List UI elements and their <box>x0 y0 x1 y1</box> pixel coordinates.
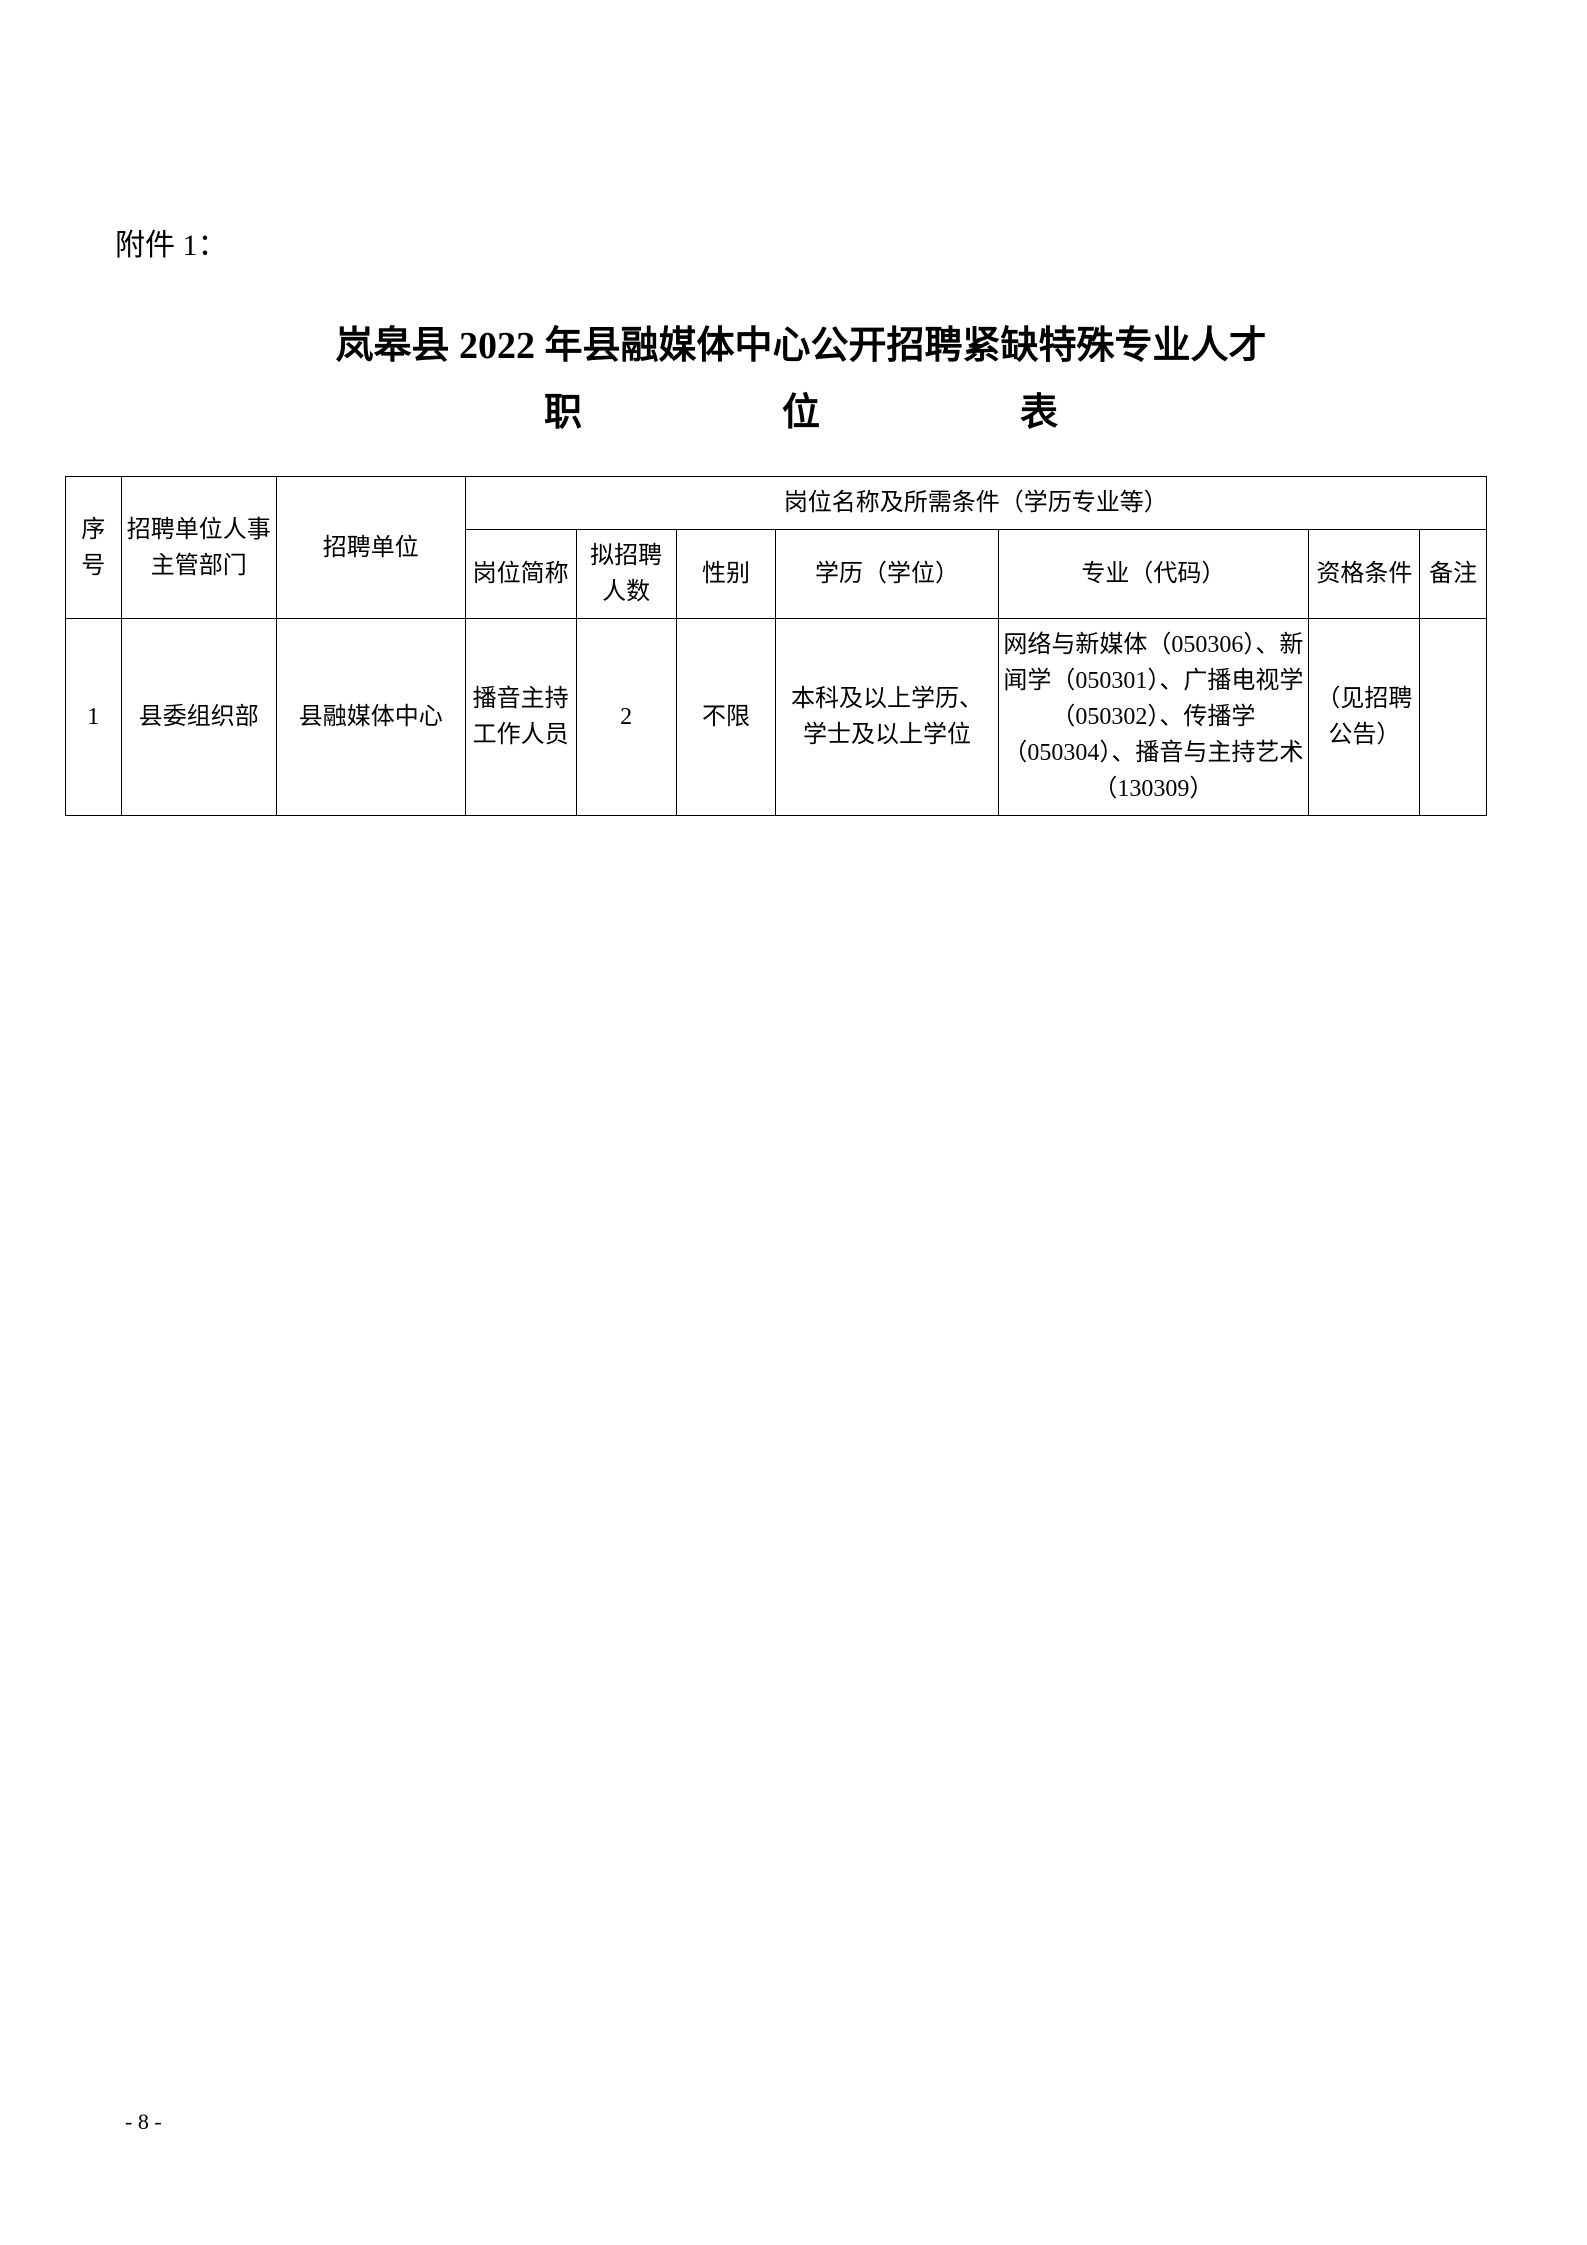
header-gender: 性别 <box>676 530 776 619</box>
title-line2: 职 位 表 <box>115 381 1487 436</box>
header-major: 专业（代码） <box>998 530 1309 619</box>
header-education: 学历（学位） <box>776 530 998 619</box>
header-conditions: 岗位名称及所需条件（学历专业等） <box>465 477 1486 530</box>
cell-seq: 1 <box>66 619 122 816</box>
table-row: 1 县委组织部 县融媒体中心 播音主持工作人员 2 不限 本科及以上学历、学士及… <box>66 619 1487 816</box>
title-char: 职 <box>544 381 582 436</box>
cell-major: 网络与新媒体（050306）、新闻学（050301）、广播电视学（050302）… <box>998 619 1309 816</box>
document-title: 岚皋县 2022 年县融媒体中心公开招聘紧缺特殊专业人才 职 位 表 <box>115 314 1487 436</box>
header-position: 岗位简称 <box>465 530 576 619</box>
cell-dept: 县委组织部 <box>121 619 276 816</box>
cell-note <box>1420 619 1487 816</box>
header-unit: 招聘单位 <box>276 477 465 619</box>
header-dept: 招聘单位人事主管部门 <box>121 477 276 619</box>
cell-education: 本科及以上学历、学士及以上学位 <box>776 619 998 816</box>
cell-count: 2 <box>576 619 676 816</box>
title-line1: 岚皋县 2022 年县融媒体中心公开招聘紧缺特殊专业人才 <box>115 314 1487 369</box>
header-note: 备注 <box>1420 530 1487 619</box>
page-content: 附件 1： 岚皋县 2022 年县融媒体中心公开招聘紧缺特殊专业人才 职 位 表… <box>0 0 1587 816</box>
cell-qualification: （见招聘公告） <box>1309 619 1420 816</box>
header-count: 拟招聘人数 <box>576 530 676 619</box>
header-seq: 序号 <box>66 477 122 619</box>
attachment-label: 附件 1： <box>115 220 1487 264</box>
title-char: 位 <box>782 381 820 436</box>
header-qualification: 资格条件 <box>1309 530 1420 619</box>
cell-position: 播音主持工作人员 <box>465 619 576 816</box>
table-header-row: 序号 招聘单位人事主管部门 招聘单位 岗位名称及所需条件（学历专业等） <box>66 477 1487 530</box>
page-number: - 8 - <box>125 2109 162 2135</box>
cell-gender: 不限 <box>676 619 776 816</box>
cell-unit: 县融媒体中心 <box>276 619 465 816</box>
title-char: 表 <box>1020 381 1058 436</box>
position-table: 序号 招聘单位人事主管部门 招聘单位 岗位名称及所需条件（学历专业等） 岗位简称… <box>65 476 1487 816</box>
